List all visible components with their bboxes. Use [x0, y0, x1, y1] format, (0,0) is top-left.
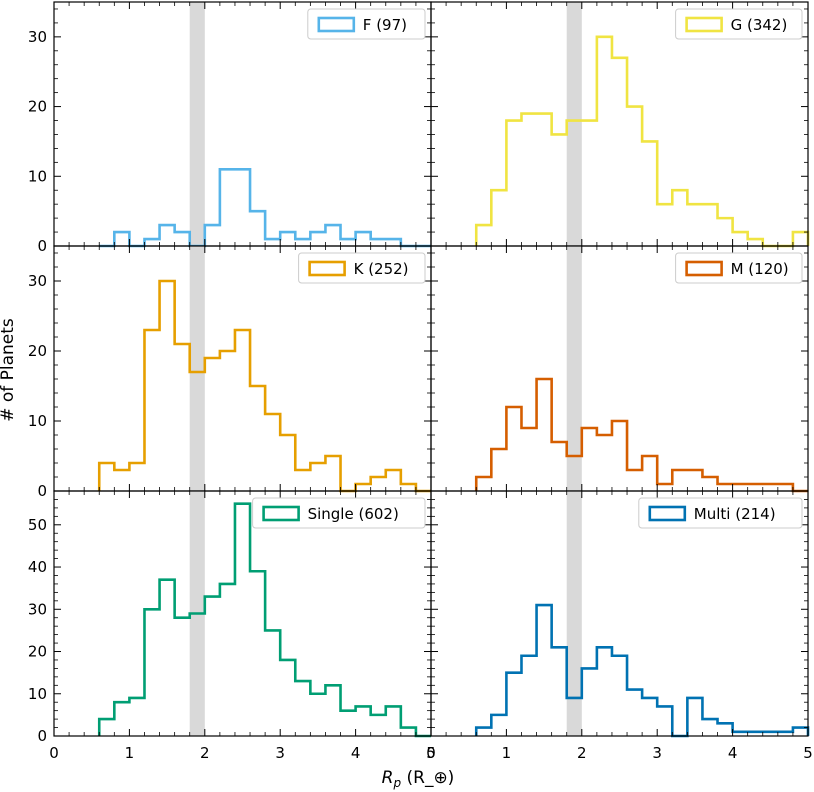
legend-swatch [685, 16, 723, 33]
radius-gap-band [566, 2, 582, 246]
histogram-series-1 [474, 35, 810, 248]
x-tick-label: 3 [275, 744, 285, 762]
x-tick-label: 2 [200, 744, 210, 762]
y-tick-label: 10 [28, 412, 47, 430]
panel-3: M (120) [430, 245, 809, 493]
y-tick-label: 0 [37, 237, 47, 255]
panel-1: G (342) [430, 1, 810, 248]
x-tick-label: 2 [577, 744, 587, 762]
legend-swatch [317, 16, 356, 33]
y-tick-label: 0 [37, 727, 47, 745]
x-tick-label: 3 [652, 744, 662, 762]
x-tick-label: 0 [426, 744, 436, 762]
y-tick-label: 30 [28, 600, 47, 618]
radius-gap-band [189, 246, 205, 491]
y-tick-label: 20 [28, 643, 47, 661]
legend-label: M (120) [731, 260, 789, 278]
legend-label: Single (602) [308, 505, 399, 523]
x-axis-label: Rp (R_⊕) [382, 768, 455, 790]
panel-0: 0 10 20 30 F (97) [28, 1, 432, 255]
radius-gap-band [189, 2, 205, 246]
y-tick-label: 20 [28, 98, 47, 116]
histogram-series-5 [474, 603, 810, 738]
y-tick-label: 50 [28, 516, 47, 534]
x-tick-label: 0 [49, 744, 59, 762]
histogram-series-3 [474, 377, 808, 493]
y-axis-label: # of Planets [0, 318, 18, 422]
y-tick-label: 10 [28, 685, 47, 703]
panel-frame [430, 490, 809, 737]
legend-label: G (342) [731, 16, 788, 34]
y-tick-label: 20 [28, 342, 47, 360]
panel-4: 0 10 20 30 40 50 0 1 2 3 4 5 Single (602) [28, 490, 436, 762]
legend-label: Multi (214) [694, 505, 776, 523]
histogram-series-4 [97, 502, 431, 738]
x-tick-label: 4 [351, 744, 361, 762]
x-tick-label: 4 [728, 744, 738, 762]
legend-label: F (97) [363, 16, 407, 34]
legend-swatch [308, 260, 346, 277]
legend-swatch [685, 260, 723, 277]
histogram-series-0 [99, 168, 431, 248]
legend-swatch [648, 505, 687, 522]
y-tick-label: 10 [28, 167, 47, 185]
x-tick-label: 5 [426, 744, 436, 762]
legend-label: K (252) [354, 260, 409, 278]
x-tick-label: 1 [502, 744, 512, 762]
radius-gap-band [566, 246, 582, 491]
panel-5: 0 1 2 3 4 5 Multi (214) [426, 490, 813, 762]
y-tick-label: 40 [28, 558, 47, 576]
radius-gap-band [566, 491, 582, 736]
y-tick-label: 30 [28, 272, 47, 290]
panel-2: 0 10 20 30 K (252) [28, 245, 432, 500]
x-tick-label: 5 [803, 744, 813, 762]
y-tick-label: 30 [28, 28, 47, 46]
y-tick-label: 0 [37, 482, 47, 500]
histogram-series-2 [97, 279, 431, 493]
legend-swatch [262, 505, 300, 522]
x-tick-label: 1 [125, 744, 135, 762]
